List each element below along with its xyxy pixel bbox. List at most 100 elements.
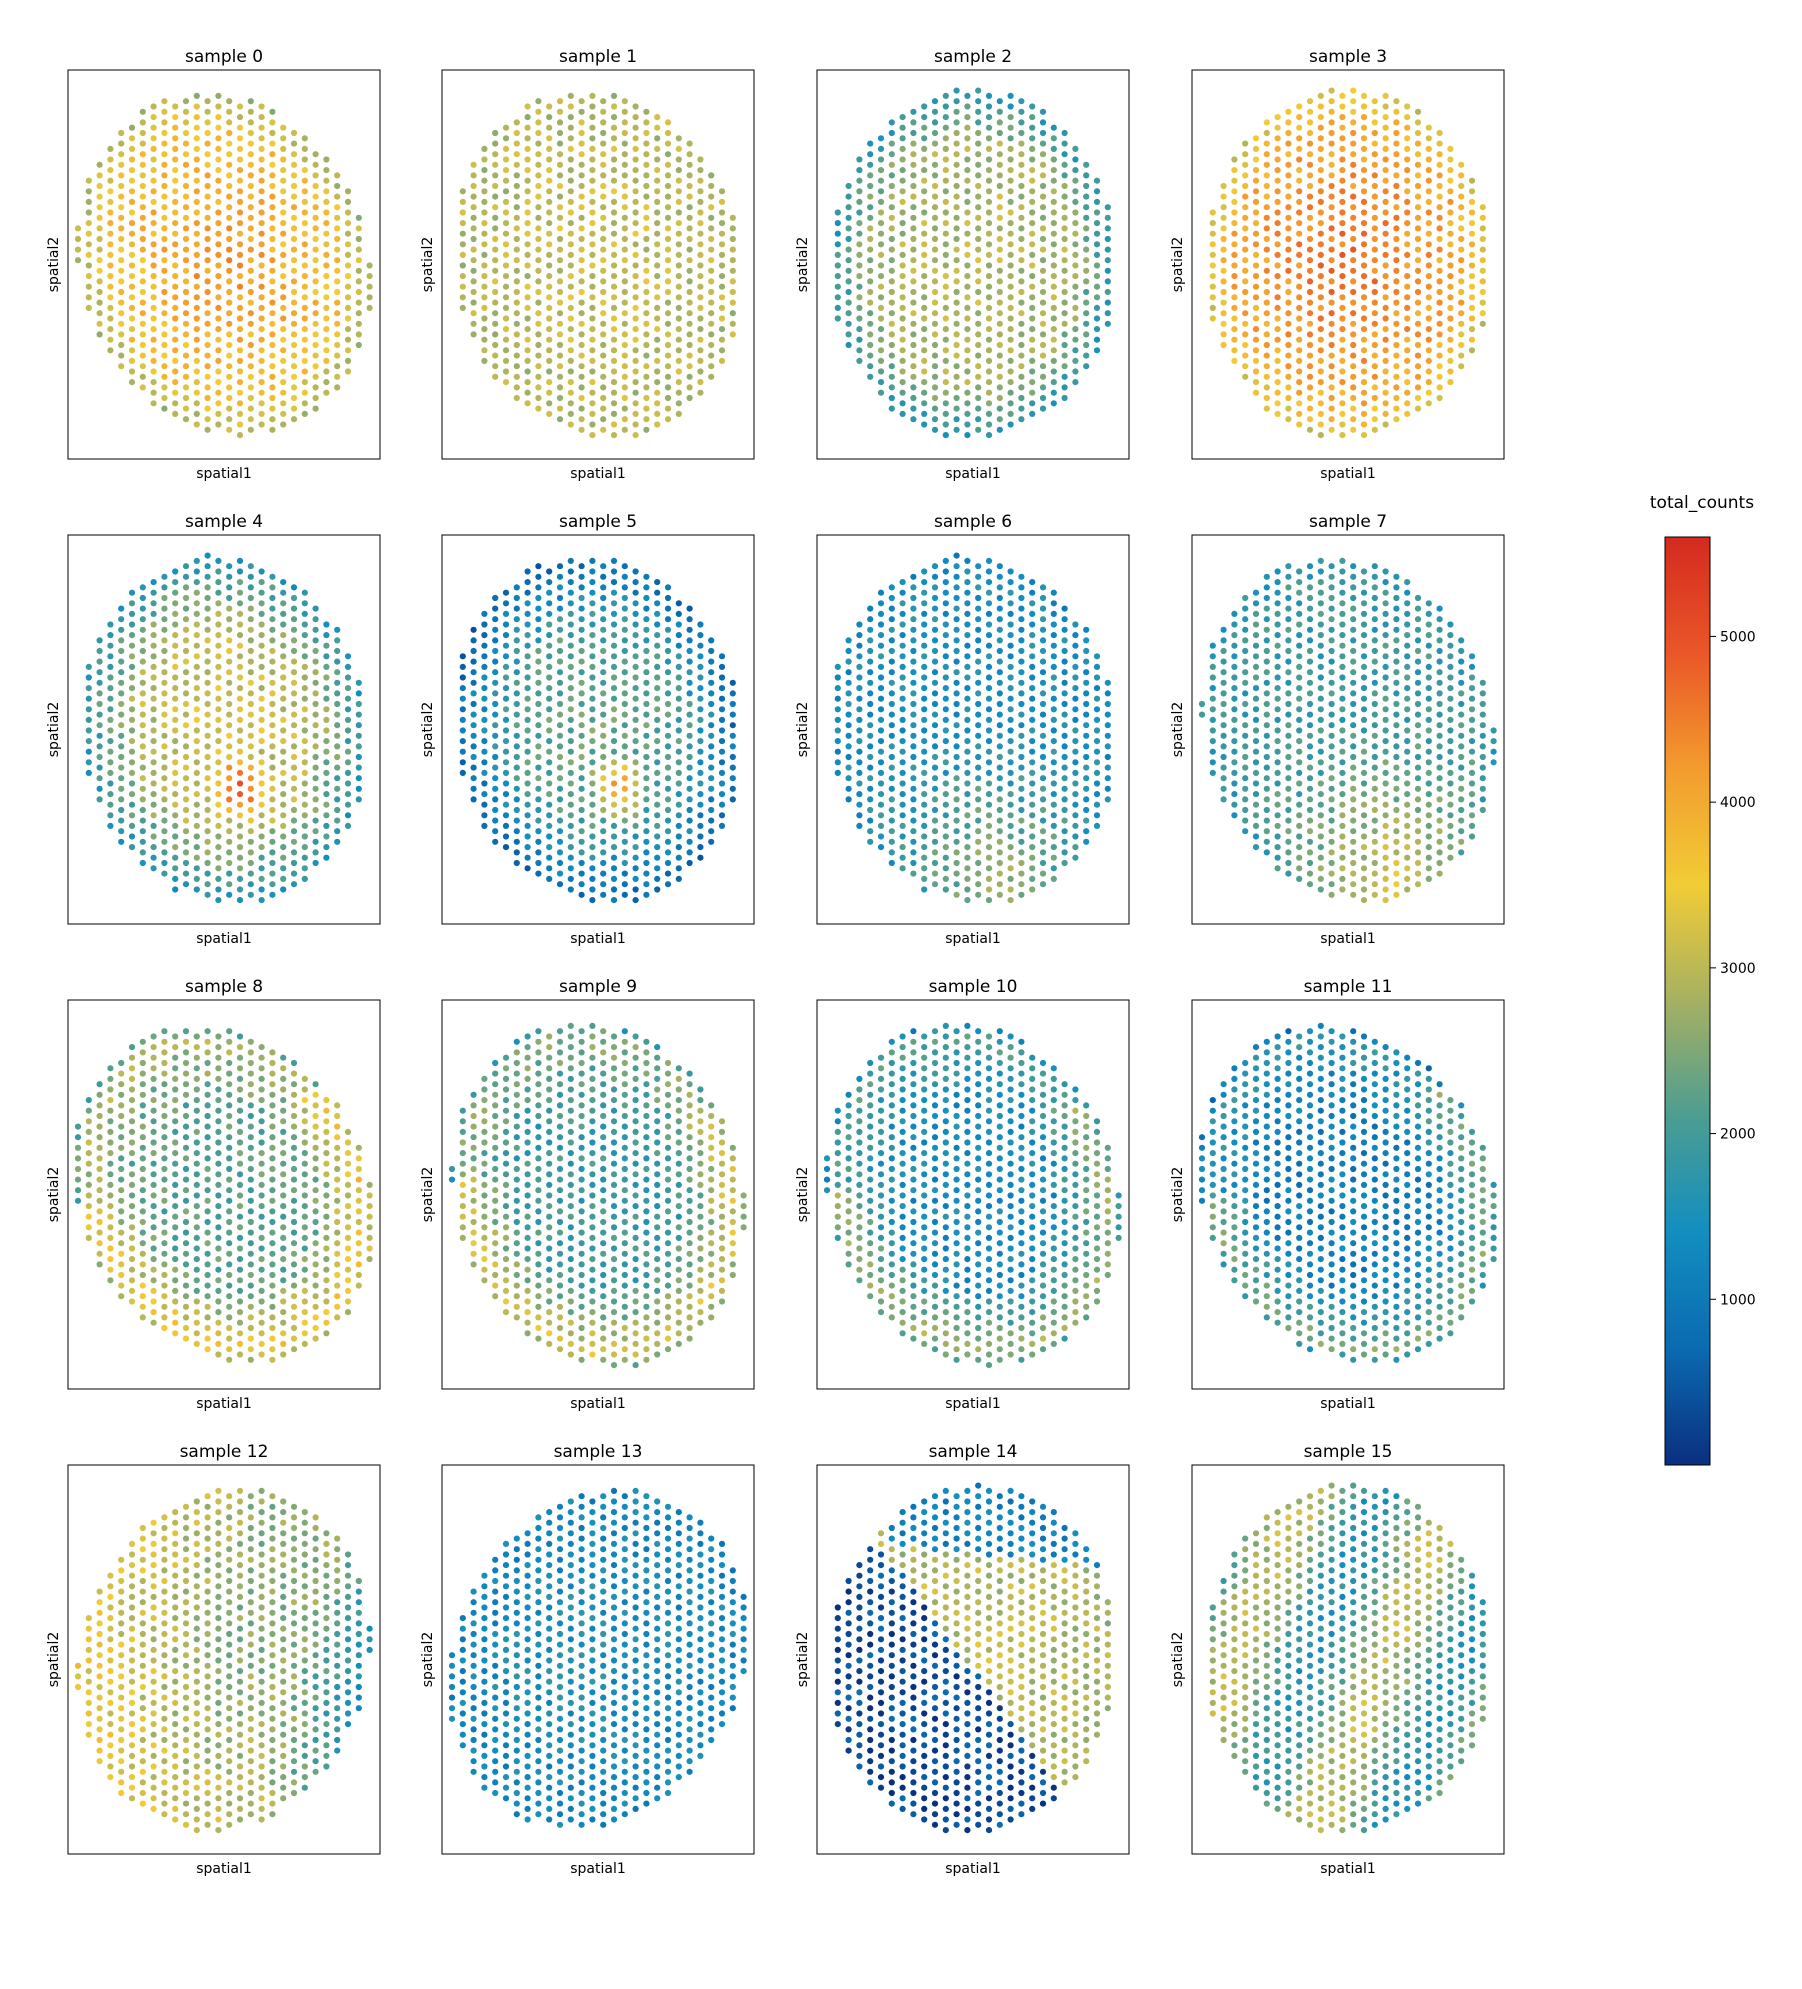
spot	[502, 642, 510, 649]
spot	[128, 780, 136, 787]
spot	[621, 700, 628, 708]
spot	[556, 753, 564, 761]
spot	[247, 690, 254, 697]
spot	[1039, 732, 1047, 739]
spot	[910, 331, 917, 338]
spot	[107, 812, 114, 819]
spot	[1242, 140, 1249, 147]
spot	[996, 605, 1003, 612]
spot	[172, 156, 179, 163]
spot	[204, 235, 211, 243]
spot	[589, 145, 596, 152]
spot	[312, 753, 319, 761]
spot	[708, 278, 715, 285]
spot	[664, 119, 672, 126]
spot	[247, 310, 254, 317]
spot	[834, 209, 841, 216]
spot	[1039, 637, 1047, 644]
spot	[708, 331, 715, 338]
spot	[856, 156, 863, 163]
spot	[236, 706, 244, 713]
spot	[258, 177, 265, 184]
spot	[1479, 288, 1486, 296]
spot	[697, 854, 704, 861]
spot	[942, 103, 949, 110]
spot	[1436, 341, 1443, 349]
spot	[258, 759, 265, 766]
spot	[1360, 283, 1368, 290]
spot	[899, 632, 906, 639]
spot	[481, 198, 488, 205]
spot	[1007, 600, 1014, 607]
spot	[664, 785, 672, 792]
spot	[1050, 812, 1057, 819]
spot	[567, 621, 574, 628]
spot	[567, 368, 574, 375]
spot	[1029, 844, 1036, 851]
spot	[643, 637, 650, 644]
spot	[204, 108, 211, 115]
spot	[524, 695, 531, 702]
panel-title: sample 0	[185, 47, 263, 67]
spot	[172, 642, 179, 649]
spot	[686, 225, 693, 232]
spot	[470, 722, 477, 729]
spot	[269, 775, 276, 782]
spot	[867, 753, 874, 761]
spot	[697, 769, 704, 777]
spot	[589, 336, 596, 343]
spot	[215, 304, 222, 311]
spot	[502, 357, 510, 364]
spot	[524, 156, 531, 163]
spot	[258, 695, 265, 702]
spot	[1061, 363, 1068, 370]
spot	[1220, 267, 1227, 274]
spot	[931, 426, 939, 433]
spot	[280, 135, 287, 142]
spot	[1242, 647, 1249, 655]
spot	[312, 647, 319, 655]
spot	[877, 632, 885, 639]
spot	[215, 188, 222, 195]
spot	[664, 320, 672, 327]
spot	[204, 426, 211, 433]
spot	[128, 653, 136, 660]
spot	[323, 241, 330, 248]
spot	[718, 801, 726, 808]
spot	[334, 637, 341, 644]
spot	[675, 262, 682, 269]
spot	[985, 738, 993, 745]
spot	[258, 610, 265, 618]
spot	[643, 288, 650, 296]
spot	[921, 294, 928, 301]
spot	[1039, 775, 1047, 782]
spot	[258, 748, 265, 755]
spot	[128, 156, 136, 163]
spot	[204, 352, 211, 359]
spot	[1029, 685, 1036, 692]
spot	[1231, 663, 1238, 671]
spot	[664, 817, 672, 824]
spot	[996, 881, 1003, 888]
spot	[118, 647, 125, 655]
spot	[1317, 347, 1324, 354]
spot	[172, 262, 179, 269]
spot	[953, 384, 960, 391]
spot	[654, 854, 661, 861]
spot	[664, 743, 672, 750]
spot	[150, 177, 157, 184]
spot	[1458, 214, 1465, 221]
spot	[269, 764, 276, 771]
spot	[182, 129, 190, 137]
spot	[204, 669, 211, 676]
spot	[686, 859, 693, 867]
spot	[139, 828, 146, 835]
spot	[1436, 331, 1443, 338]
spot	[931, 679, 939, 686]
spot	[621, 161, 628, 168]
spot	[910, 775, 917, 782]
spot	[1093, 273, 1101, 280]
spot	[888, 140, 895, 147]
spot	[921, 368, 928, 375]
spot	[718, 198, 726, 205]
